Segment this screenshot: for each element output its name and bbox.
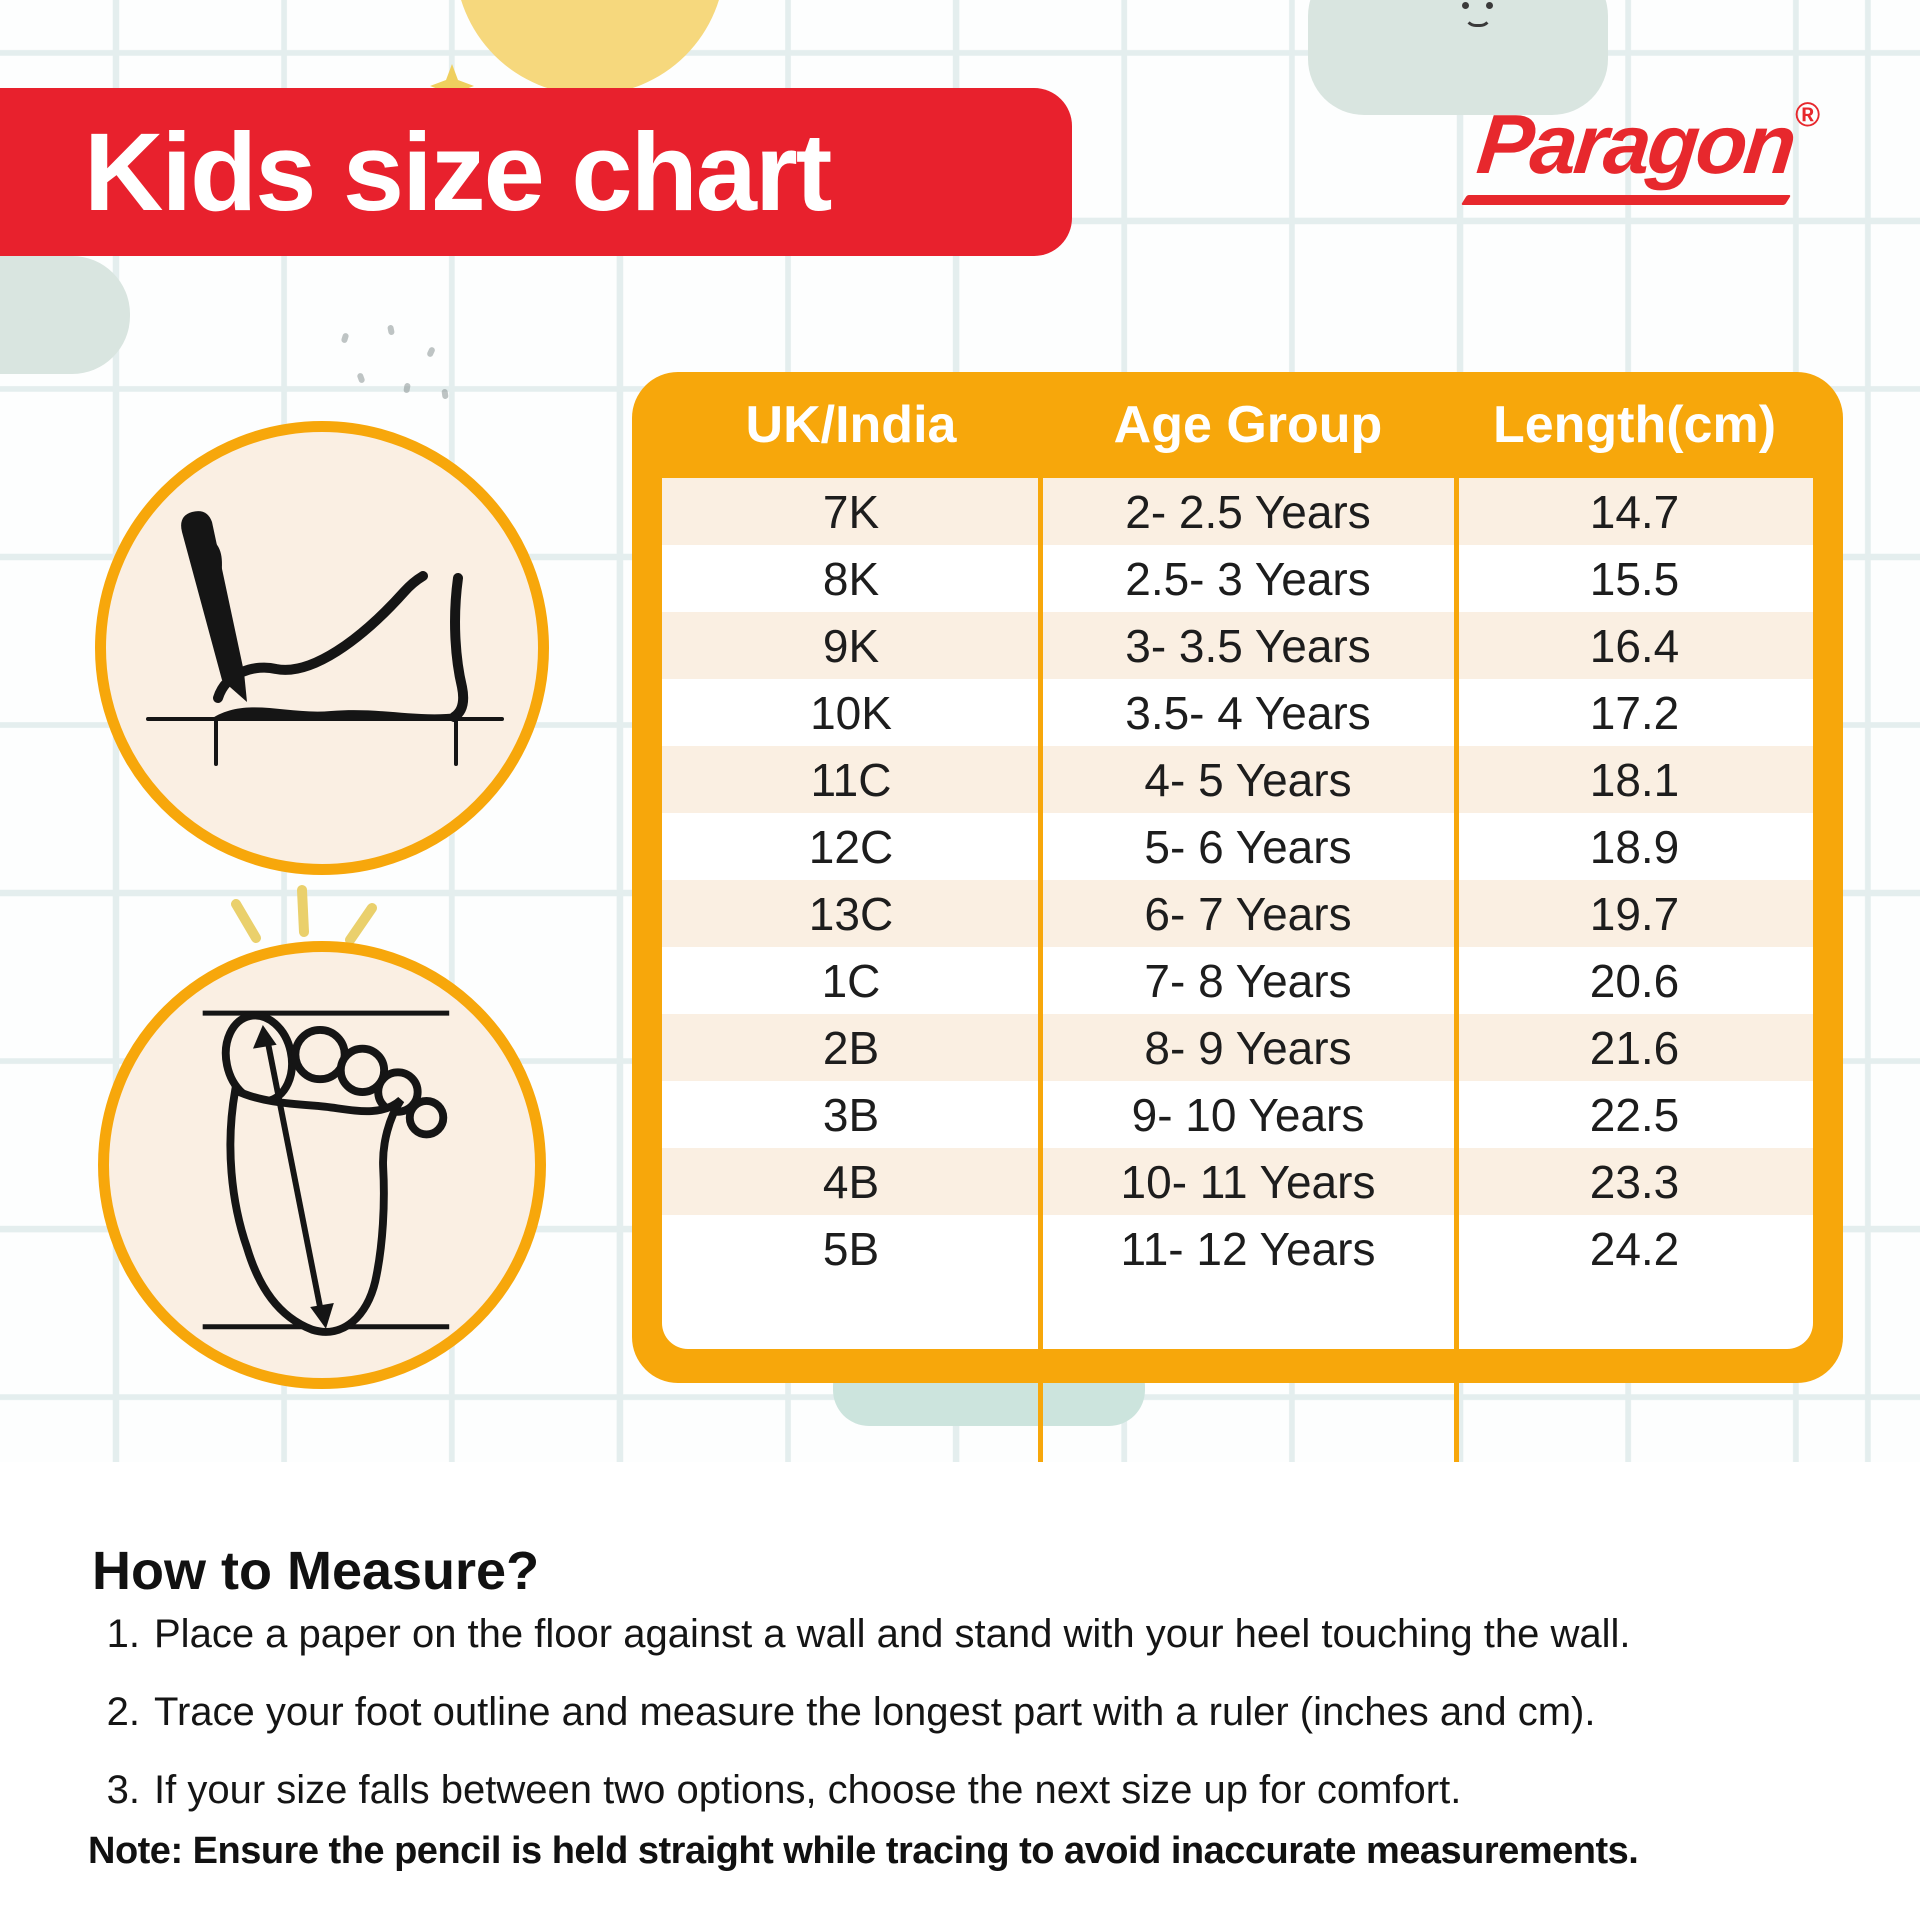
- paragon-logo: Paragon®: [1460, 96, 1838, 205]
- cell-age: 10- 11 Years: [1120, 1155, 1376, 1208]
- cell-age: 2.5- 3 Years: [1125, 552, 1371, 605]
- how-to-measure-heading: How to Measure?: [92, 1541, 540, 1601]
- instruction-step: 3. If your size falls between two option…: [0, 1768, 1900, 1813]
- cell-size: 1C: [821, 954, 881, 1007]
- column-divider-extension: [1038, 1383, 1043, 1462]
- table-row: 9K 3- 3.5 Years 16.4: [662, 612, 1813, 679]
- table-row: 5B 11- 12 Years 24.2: [662, 1215, 1813, 1282]
- sun-rays-icon: [222, 846, 392, 951]
- cell-age: 6- 7 Years: [1144, 887, 1352, 940]
- cloud-eye: [1486, 2, 1493, 9]
- cell-age: 11- 12 Years: [1120, 1222, 1376, 1275]
- cell-length: 20.6: [1589, 954, 1680, 1007]
- page-title: Kids size chart: [84, 110, 832, 234]
- foot-side-pencil-icon: [146, 511, 504, 766]
- cell-length: 19.7: [1589, 887, 1680, 940]
- title-banner: Kids size chart: [0, 88, 1072, 256]
- cell-size: 2B: [822, 1021, 880, 1074]
- cloud-face: [1456, 2, 1516, 32]
- column-divider: [1454, 478, 1459, 1349]
- table-row: 10K 3.5- 4 Years 17.2: [662, 679, 1813, 746]
- registered-trademark-icon: ®: [1795, 96, 1821, 134]
- cell-length: 16.4: [1589, 619, 1680, 672]
- cell-length: 21.6: [1589, 1021, 1680, 1074]
- step-text: If your size falls between two options, …: [154, 1768, 1462, 1812]
- cloud-icon: [0, 222, 130, 374]
- cell-age: 2- 2.5 Years: [1125, 485, 1371, 538]
- cell-age: 4- 5 Years: [1144, 753, 1352, 806]
- cell-length: 18.1: [1589, 753, 1680, 806]
- table-row: 12C 5- 6 Years 18.9: [662, 813, 1813, 880]
- table-row: 3B 9- 10 Years 22.5: [662, 1081, 1813, 1148]
- brand-name: Paragon: [1473, 97, 1799, 191]
- step-number: 3.: [106, 1768, 140, 1812]
- instruction-step: 2. Trace your foot outline and measure t…: [0, 1690, 1900, 1735]
- cell-length: 18.9: [1589, 820, 1680, 873]
- cell-size: 3B: [822, 1088, 880, 1141]
- cell-age: 8- 9 Years: [1144, 1021, 1352, 1074]
- cell-size: 4B: [822, 1155, 880, 1208]
- step-number: 2.: [106, 1690, 140, 1734]
- logo-underline: [1460, 195, 1792, 205]
- cell-size: 12C: [808, 820, 894, 873]
- foot-length-measure-illustration: [98, 941, 546, 1389]
- cloud-eye: [1462, 2, 1469, 9]
- cell-length: 23.3: [1589, 1155, 1680, 1208]
- step-number: 1.: [106, 1612, 140, 1656]
- column-header-age-group: Age Group: [1113, 396, 1383, 454]
- cloud-icon: [1308, 0, 1608, 115]
- kids-size-table: UK/India Age Group Length(cm) 7K 2- 2.5 …: [632, 372, 1843, 1383]
- table-row: 1C 7- 8 Years 20.6: [662, 947, 1813, 1014]
- cell-length: 14.7: [1589, 485, 1680, 538]
- table-row: 11C 4- 5 Years 18.1: [662, 746, 1813, 813]
- cell-size: 9K: [822, 619, 880, 672]
- table-header-row: UK/India Age Group Length(cm): [662, 372, 1813, 478]
- table-body: 7K 2- 2.5 Years 14.7 8K 2.5- 3 Years 15.…: [662, 478, 1813, 1349]
- cell-age: 9- 10 Years: [1131, 1088, 1365, 1141]
- table-row: 4B 10- 11 Years 23.3: [662, 1148, 1813, 1215]
- cell-age: 3- 3.5 Years: [1125, 619, 1371, 672]
- star-icon: [428, 62, 476, 115]
- cell-length: 22.5: [1589, 1088, 1680, 1141]
- cell-size: 7K: [822, 485, 880, 538]
- cell-age: 5- 6 Years: [1144, 820, 1352, 873]
- cell-size: 13C: [808, 887, 894, 940]
- cloud-smile: [1464, 10, 1492, 27]
- table-row: 7K 2- 2.5 Years 14.7: [662, 478, 1813, 545]
- cell-age: 7- 8 Years: [1144, 954, 1352, 1007]
- sprinkle-dots: [330, 324, 460, 415]
- table-row: 2B 8- 9 Years 21.6: [662, 1014, 1813, 1081]
- cell-length: 15.5: [1589, 552, 1680, 605]
- cell-age: 3.5- 4 Years: [1125, 686, 1371, 739]
- cell-size: 11C: [810, 753, 892, 806]
- instruction-steps: 1. Place a paper on the floor against a …: [0, 1612, 1900, 1846]
- cell-length: 24.2: [1589, 1222, 1680, 1275]
- column-header-length-cm: Length(cm): [1492, 396, 1777, 454]
- instructions-section: How to Measure? 1. Place a paper on the …: [0, 1462, 1920, 1920]
- cell-size: 8K: [822, 552, 880, 605]
- step-text: Place a paper on the floor against a wal…: [154, 1612, 1631, 1656]
- column-divider: [1038, 478, 1043, 1349]
- cell-size: 5B: [822, 1222, 880, 1275]
- cell-length: 17.2: [1589, 686, 1680, 739]
- foot-side-measure-illustration: [95, 421, 549, 875]
- measurement-note: Note: Ensure the pencil is held straight…: [88, 1830, 1639, 1872]
- column-divider-extension: [1454, 1383, 1459, 1462]
- column-header-uk-india: UK/India: [745, 396, 957, 454]
- instruction-step: 1. Place a paper on the floor against a …: [0, 1612, 1900, 1657]
- cell-size: 10K: [810, 686, 892, 739]
- foot-sole-measure-icon: [202, 1010, 450, 1336]
- table-row: 8K 2.5- 3 Years 15.5: [662, 545, 1813, 612]
- table-row: 13C 6- 7 Years 19.7: [662, 880, 1813, 947]
- step-text: Trace your foot outline and measure the …: [154, 1690, 1596, 1734]
